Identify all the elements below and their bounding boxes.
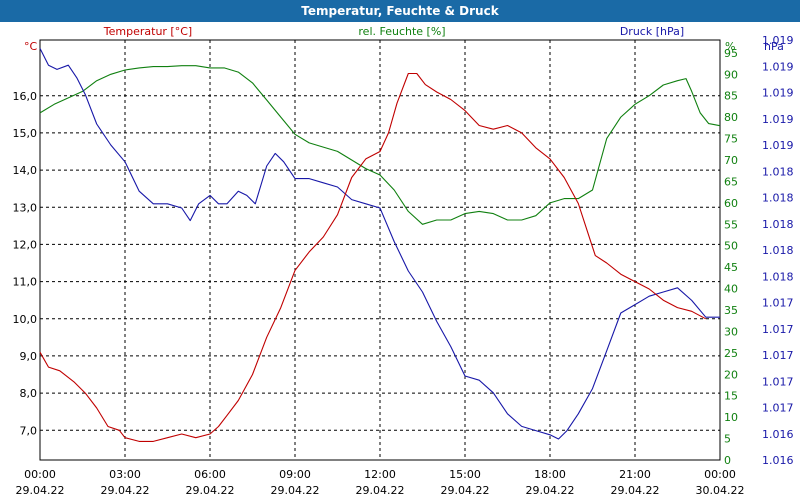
humidity-tick-label: 15 — [724, 390, 738, 403]
axis-layer: 00:00 29.04.22 03:00 29.04.22 06:00 29.04.22 0… — [13, 25, 794, 497]
humidity-tick-label: 60 — [724, 197, 738, 210]
pressure-tick-label: 1.018 — [762, 270, 794, 283]
pressure-tick-label: 1.019 — [762, 139, 794, 152]
humidity-tick-label: 75 — [724, 133, 738, 146]
humidity-tick-label: 0 — [724, 454, 731, 467]
x-tick-time-label: 15:00 — [449, 468, 481, 481]
x-tick-time-label: 00:00 — [24, 468, 56, 481]
humidity-tick-label: 80 — [724, 111, 738, 124]
humidity-unit-label: % — [725, 40, 735, 53]
x-tick-time-label: 09:00 — [279, 468, 311, 481]
pressure-tick-label: 1.019 — [762, 34, 794, 47]
humidity-tick-label: 10 — [724, 411, 738, 424]
temperature-tick-label: 12,0 — [13, 238, 38, 251]
grid-layer — [40, 40, 720, 460]
humidity-tick-label: 50 — [724, 240, 738, 253]
x-tick-time-label: 18:00 — [534, 468, 566, 481]
pressure-tick-label: 1.018 — [762, 165, 794, 178]
x-tick-date-label: 29.04.22 — [611, 484, 660, 497]
plot-frame — [39, 39, 721, 461]
temperature-unit-label: °C — [24, 40, 38, 53]
humidity-tick-label: 20 — [724, 368, 738, 381]
temperature-series-title: Temperatur [°C] — [103, 25, 192, 38]
pressure-tick-label: 1.017 — [762, 402, 794, 415]
humidity-tick-label: 90 — [724, 68, 738, 81]
humidity-tick-label: 65 — [724, 175, 738, 188]
x-tick-date-label: 29.04.22 — [441, 484, 490, 497]
pressure-tick-label: 1.017 — [762, 349, 794, 362]
pressure-tick-label: 1.019 — [762, 60, 794, 73]
temperature-tick-label: 11,0 — [13, 276, 38, 289]
pressure-tick-label: 1.019 — [762, 113, 794, 126]
humidity-tick-label: 55 — [724, 218, 738, 231]
x-tick-date-label: 29.04.22 — [271, 484, 320, 497]
temperature-line — [39, 72, 707, 442]
x-tick-time-label: 06:00 — [194, 468, 226, 481]
pressure-tick-label: 1.017 — [762, 297, 794, 310]
humidity-tick-label: 95 — [724, 47, 738, 60]
x-tick-time-label: 12:00 — [364, 468, 396, 481]
x-tick-date-label: 29.04.22 — [356, 484, 405, 497]
x-tick-date-label: 29.04.22 — [16, 484, 65, 497]
pressure-tick-label: 1.017 — [762, 323, 794, 336]
humidity-series-title: rel. Feuchte [%] — [358, 25, 445, 38]
humidity-tick-label: 85 — [724, 90, 738, 103]
pressure-tick-label: 1.018 — [762, 244, 794, 257]
humidity-tick-label: 30 — [724, 325, 738, 338]
x-tick-date-label: 29.04.22 — [186, 484, 235, 497]
temperature-tick-label: 9,0 — [20, 350, 38, 363]
pressure-unit-label: hPa — [764, 40, 784, 53]
temperature-tick-label: 15,0 — [13, 127, 38, 140]
humidity-line — [39, 65, 721, 225]
pressure-tick-label: 1.017 — [762, 375, 794, 388]
x-tick-time-label: 00:00 — [704, 468, 736, 481]
temperature-tick-label: 13,0 — [13, 201, 38, 214]
pressure-tick-label: 1.019 — [762, 87, 794, 100]
humidity-tick-label: 25 — [724, 347, 738, 360]
pressure-line — [39, 48, 720, 440]
chart-title: Temperatur, Feuchte & Druck — [0, 0, 800, 22]
temperature-tick-label: 10,0 — [13, 313, 38, 326]
humidity-tick-label: 5 — [724, 433, 731, 446]
pressure-tick-label: 1.016 — [762, 454, 794, 467]
x-tick-time-label: 03:00 — [109, 468, 141, 481]
x-tick-date-label: 29.04.22 — [526, 484, 575, 497]
temperature-tick-label: 7,0 — [20, 424, 38, 437]
x-tick-time-label: 21:00 — [619, 468, 651, 481]
series-layer — [39, 48, 721, 442]
pressure-tick-label: 1.016 — [762, 428, 794, 441]
humidity-tick-label: 35 — [724, 304, 738, 317]
temperature-tick-label: 14,0 — [13, 164, 38, 177]
temperature-tick-label: 16,0 — [13, 90, 38, 103]
humidity-tick-label: 40 — [724, 283, 738, 296]
temperature-tick-label: 8,0 — [20, 387, 38, 400]
humidity-tick-label: 45 — [724, 261, 738, 274]
pressure-tick-label: 1.018 — [762, 218, 794, 231]
pressure-tick-label: 1.018 — [762, 192, 794, 205]
pressure-series-title: Druck [hPa] — [620, 25, 684, 38]
x-tick-date-label: 30.04.22 — [696, 484, 745, 497]
x-tick-date-label: 29.04.22 — [101, 484, 150, 497]
humidity-tick-label: 70 — [724, 154, 738, 167]
